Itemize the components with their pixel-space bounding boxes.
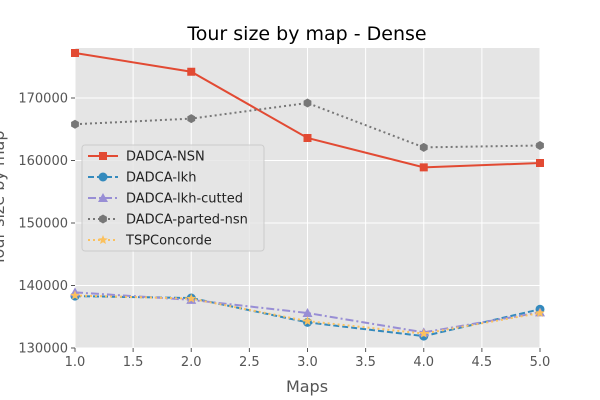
x-tick-label: 2.0 bbox=[181, 355, 202, 370]
data-point-dadca-nsn bbox=[71, 49, 79, 57]
legend-label: TSPConcorde bbox=[125, 234, 212, 249]
y-tick-label: 130000 bbox=[18, 342, 68, 357]
x-tick-label: 1.5 bbox=[123, 355, 144, 370]
legend-item-dadca-nsn: DADCA-NSN bbox=[88, 150, 205, 165]
x-tick-label: 3.5 bbox=[355, 355, 376, 370]
chart-title: Tour size by map - Dense bbox=[186, 23, 426, 45]
legend-item-dadca-parted-nsn: DADCA-parted-nsn bbox=[88, 213, 248, 228]
y-tick-label: 150000 bbox=[18, 217, 68, 232]
x-tick-label: 5.0 bbox=[530, 355, 551, 370]
data-point-dadca-nsn bbox=[536, 159, 544, 167]
data-point-dadca-parted-nsn bbox=[71, 119, 79, 129]
legend: DADCA-NSN DADCA-lkh DADCA-lkh-cutted DADCA-… bbox=[81, 144, 265, 252]
legend-label: DADCA-lkh-cutted bbox=[126, 192, 243, 207]
data-point-dadca-parted-nsn bbox=[303, 98, 312, 108]
legend-marker bbox=[99, 214, 107, 224]
x-axis-ticks: 1.0 1.5 2.0 2.5 3.0 3.5 4.0 4.5 5.0 bbox=[65, 348, 551, 370]
data-point-tspconcorde bbox=[535, 308, 545, 318]
y-axis-label: Tour size by map bbox=[0, 130, 8, 266]
series-dadca-nsn bbox=[71, 49, 544, 172]
series-line-dadca-parted-nsn bbox=[74, 101, 541, 149]
x-tick-label: 4.5 bbox=[472, 355, 493, 370]
legend-label: DADCA-parted-nsn bbox=[126, 213, 248, 228]
x-tick-label: 1.0 bbox=[65, 355, 86, 370]
legend-box bbox=[81, 144, 265, 252]
legend-label: DADCA-lkh bbox=[126, 171, 196, 186]
data-point-tspconcorde bbox=[186, 293, 197, 303]
series-layer bbox=[70, 49, 545, 341]
x-axis-label: Maps bbox=[286, 377, 328, 396]
data-point-dadca-nsn bbox=[187, 67, 196, 76]
data-point-tspconcorde bbox=[70, 290, 80, 300]
legend-label: DADCA-NSN bbox=[126, 150, 205, 165]
data-point-dadca-lkh-cutted bbox=[302, 308, 313, 317]
series-line-tspconcorde bbox=[74, 294, 541, 335]
legend-item-dadca-lkh: DADCA-lkh bbox=[88, 171, 196, 186]
data-point-tspconcorde bbox=[302, 316, 313, 326]
series-line-dadca-lkh-cutted bbox=[74, 291, 541, 334]
series-dadca-parted-nsn bbox=[71, 98, 544, 152]
legend-item-tspconcorde: TSPConcorde bbox=[88, 234, 212, 249]
y-tick-label: 170000 bbox=[18, 92, 68, 107]
legend-marker bbox=[98, 193, 108, 202]
y-tick-label: 140000 bbox=[18, 279, 68, 294]
legend-item-dadca-lkh-cutted: DADCA-lkh-cutted bbox=[88, 192, 243, 207]
x-tick-label: 3.0 bbox=[297, 355, 318, 370]
data-point-dadca-parted-nsn bbox=[187, 114, 196, 124]
data-point-tspconcorde bbox=[418, 328, 429, 338]
legend-marker bbox=[99, 152, 107, 160]
data-point-dadca-parted-nsn bbox=[419, 142, 428, 152]
legend-marker bbox=[98, 235, 108, 245]
series-tspconcorde bbox=[70, 290, 545, 338]
x-tick-label: 2.5 bbox=[239, 355, 260, 370]
legend-marker bbox=[98, 172, 108, 182]
y-tick-label: 160000 bbox=[18, 154, 68, 169]
data-point-dadca-nsn bbox=[303, 134, 312, 142]
data-point-dadca-parted-nsn bbox=[536, 141, 544, 150]
y-axis-ticks: 130000 140000 150000 160000 170000 bbox=[18, 92, 75, 357]
data-point-dadca-nsn bbox=[419, 163, 428, 172]
x-tick-label: 4.0 bbox=[413, 355, 434, 370]
